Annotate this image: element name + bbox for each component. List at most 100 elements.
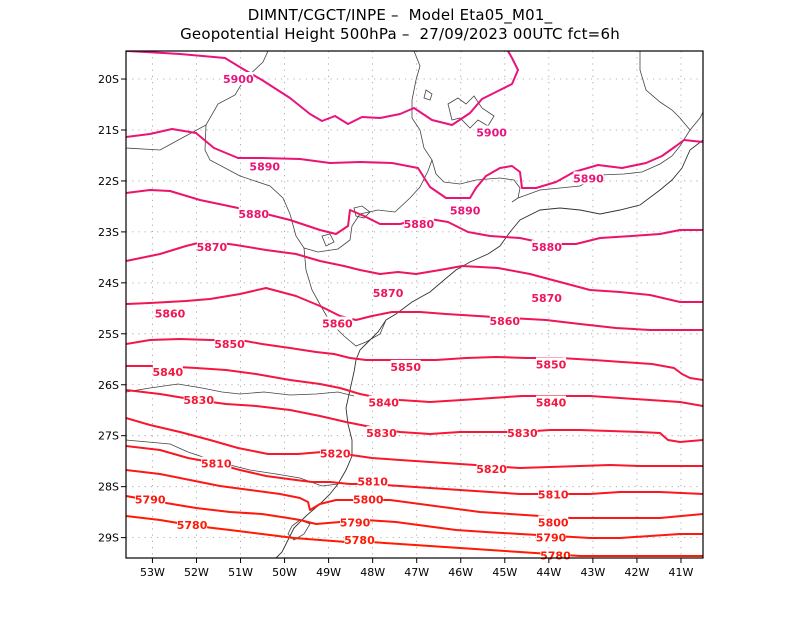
lat-tick-label: 23S — [98, 226, 119, 239]
contour-label-bg — [538, 487, 569, 501]
contour-label-bg — [177, 517, 208, 531]
contour-label-bg — [536, 530, 567, 544]
lon-tick-label: 48W — [360, 566, 385, 579]
coastline-borders — [126, 51, 703, 558]
contour-label-bg — [531, 291, 562, 305]
contour-label-bg — [476, 125, 507, 139]
contour-label: 5860 — [322, 318, 353, 331]
contour-label-bg — [152, 365, 183, 379]
contour-label: 5810 — [201, 458, 232, 471]
contour-label: 5890 — [450, 204, 481, 217]
contour-label: 5860 — [155, 307, 186, 320]
lon-tick-label: 44W — [536, 566, 561, 579]
contour-label: 5900 — [223, 73, 254, 86]
lon-tick-label: 53W — [140, 566, 165, 579]
contour-5880 — [126, 189, 703, 245]
contour-label-bg — [536, 357, 567, 371]
state-border-sp-rj — [431, 159, 521, 203]
contour-label: 5820 — [320, 448, 351, 461]
contour-label-bg — [135, 492, 166, 506]
contour-label-bg — [214, 336, 245, 350]
lon-tick-label: 52W — [184, 566, 209, 579]
contour-label: 5790 — [135, 493, 166, 506]
map-frame — [125, 50, 704, 559]
contour-label: 5880 — [404, 218, 435, 231]
contour-label-bg — [320, 446, 351, 460]
contour-label-bg — [223, 72, 254, 86]
contour-label-bg — [201, 456, 232, 470]
lat-tick-label: 20S — [98, 73, 119, 86]
lat-tick-label: 25S — [98, 328, 119, 341]
contour-label-bg — [538, 515, 569, 529]
contour-label-bg — [573, 171, 604, 185]
lon-tick-label: 42W — [624, 566, 649, 579]
contour-label-bg — [403, 217, 434, 231]
lon-tick-label: 50W — [272, 566, 297, 579]
contour-5830 — [126, 389, 703, 443]
contour-label-bg — [249, 159, 280, 173]
contour-label-bg — [450, 203, 481, 217]
contour-label: 5870 — [373, 287, 404, 300]
contour-label: 5780 — [540, 549, 571, 562]
contour-label: 5810 — [357, 476, 388, 489]
contour-label: 5850 — [214, 338, 245, 351]
contour-label: 5780 — [344, 534, 375, 547]
contour-label-bg — [183, 393, 214, 407]
contour-label: 5790 — [536, 532, 567, 545]
contour-label-bg — [353, 492, 384, 506]
contour-label: 5800 — [353, 493, 384, 506]
contour-5900 — [126, 51, 519, 126]
contour-label-bg — [155, 306, 186, 320]
contour-label-bg — [373, 286, 404, 300]
graticule-grid — [126, 51, 703, 558]
contour-label: 5880 — [238, 208, 269, 221]
contour-lines — [126, 51, 703, 557]
contour-label: 5890 — [249, 161, 280, 174]
contour-5860 — [126, 287, 703, 331]
contour-label-bg — [196, 240, 227, 254]
contour-label: 5840 — [536, 397, 567, 410]
contour-label-bg — [357, 474, 388, 488]
lon-tick-label: 43W — [580, 566, 605, 579]
lon-tick-label: 41W — [669, 566, 694, 579]
contour-label-bg — [340, 515, 371, 529]
contour-label: 5870 — [531, 292, 562, 305]
contour-label: 5830 — [183, 394, 214, 407]
lat-tick-label: 29S — [98, 532, 119, 545]
lon-tick-label: 45W — [492, 566, 517, 579]
contour-label-bg — [489, 314, 520, 328]
contour-label: 5880 — [531, 241, 562, 254]
axis-tick-labels: 20S 21S 22S 23S 24S 25S 26S 27S 28S 29S 53W 52W 51W 5… — [98, 73, 694, 579]
contour-label: 5790 — [340, 516, 371, 529]
contour-label: 5830 — [507, 427, 538, 440]
contour-label-bg — [238, 207, 269, 221]
lat-tick-label: 21S — [98, 124, 119, 137]
contour-5780 — [126, 515, 703, 557]
state-border-pr-sc — [126, 383, 355, 397]
lon-tick-label: 49W — [316, 566, 341, 579]
coastline — [275, 139, 703, 558]
chart-title-line2: Geopotential Height 500hPa – 27/09/2023 … — [180, 25, 620, 43]
contour-label-bg — [531, 240, 562, 254]
contour-5890 — [126, 128, 703, 199]
contour-label: 5850 — [390, 361, 421, 374]
contour-label-bg — [368, 395, 399, 409]
contour-label: 5840 — [368, 397, 399, 410]
contour-label-bg — [322, 316, 353, 330]
lat-tick-label: 22S — [98, 175, 119, 188]
contour-5820 — [126, 417, 703, 469]
contour-label-bg — [476, 461, 507, 475]
lagoa-dos-patos — [287, 519, 311, 541]
state-border-west — [126, 51, 269, 151]
contour-label: 5890 — [573, 172, 604, 185]
contour-label: 5800 — [538, 516, 569, 529]
reservoir-lakes — [321, 89, 495, 247]
lon-tick-label: 47W — [404, 566, 429, 579]
contour-5840 — [126, 365, 703, 407]
contour-label: 5850 — [536, 358, 567, 371]
contour-5790 — [126, 495, 703, 539]
contour-label: 5870 — [197, 241, 228, 254]
contour-label: 5860 — [489, 315, 520, 328]
contour-labels: 5900 5900 5890 5890 5890 5880 5880 5880 5870 5870… — [135, 72, 604, 562]
